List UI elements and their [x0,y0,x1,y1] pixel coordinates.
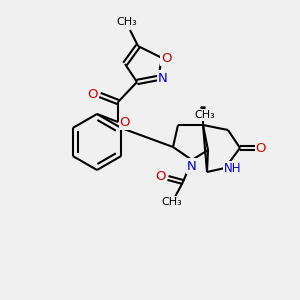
Text: O: O [156,169,166,182]
Text: CH₃: CH₃ [162,197,182,207]
Text: O: O [161,52,171,64]
Text: CH₃: CH₃ [117,17,137,27]
Text: N: N [158,71,168,85]
Text: NH: NH [224,161,242,175]
Text: CH₃: CH₃ [195,110,215,120]
Polygon shape [201,107,205,125]
Text: N: N [187,160,197,172]
Text: O: O [88,88,98,101]
Text: O: O [256,142,266,154]
Text: O: O [120,116,130,128]
